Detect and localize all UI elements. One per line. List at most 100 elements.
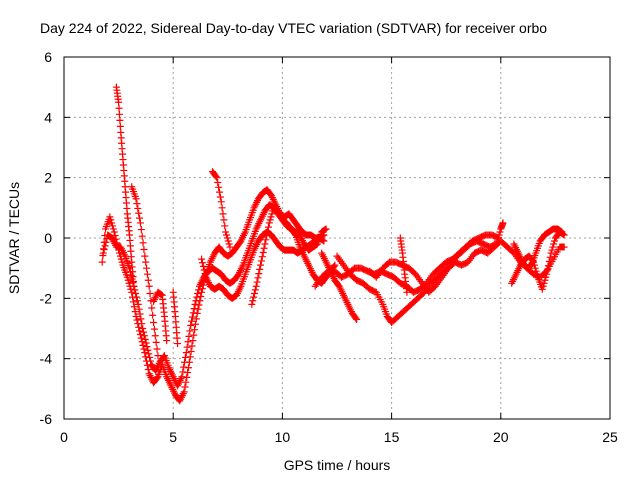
data-point	[138, 320, 146, 328]
data-point	[102, 238, 110, 246]
data-point	[151, 332, 159, 340]
data-point	[260, 244, 268, 252]
data-point	[117, 255, 125, 263]
y-axis-label: SDTVAR / TECUs	[6, 182, 22, 294]
data-point	[137, 226, 145, 234]
data-point	[186, 327, 194, 335]
series-track-d	[112, 83, 138, 290]
data-point	[268, 210, 276, 218]
y-tick-label: 2	[44, 170, 52, 186]
data-point	[150, 318, 158, 326]
data-point	[258, 253, 266, 261]
data-point	[144, 366, 152, 374]
data-point	[250, 293, 258, 301]
series-track-g	[169, 288, 182, 348]
data-point	[531, 264, 539, 272]
data-point	[181, 358, 189, 366]
data-point	[201, 270, 209, 278]
data-point	[130, 282, 138, 290]
data-point	[137, 315, 145, 323]
data-point	[130, 303, 138, 311]
data-point	[250, 290, 258, 298]
data-point	[132, 290, 140, 298]
data-point	[254, 274, 262, 282]
x-tick-label: 25	[602, 429, 618, 445]
data-point	[152, 338, 160, 346]
data-point	[115, 98, 123, 106]
data-point	[249, 297, 257, 305]
x-tick-label: 10	[275, 429, 291, 445]
data-point	[353, 315, 361, 323]
series-track-n	[396, 234, 411, 296]
data-point	[143, 264, 151, 272]
data-point	[192, 297, 200, 305]
data-point	[132, 195, 140, 203]
data-point	[499, 219, 507, 227]
data-point	[248, 300, 256, 308]
data-point	[182, 349, 190, 357]
data-point	[191, 320, 199, 328]
data-point	[138, 232, 146, 240]
data-point	[150, 325, 158, 333]
data-point	[133, 316, 141, 324]
data-point	[549, 243, 557, 251]
data-point	[545, 258, 553, 266]
data-point	[560, 243, 568, 251]
data-point	[153, 374, 161, 382]
data-point	[141, 252, 149, 260]
data-point	[157, 291, 165, 299]
data-point	[131, 308, 139, 316]
data-point	[153, 345, 161, 353]
data-markers	[98, 83, 568, 405]
data-point	[252, 282, 260, 290]
data-point	[188, 342, 196, 350]
chart-title: Day 224 of 2022, Sidereal Day-to-day VTE…	[40, 20, 547, 36]
data-point	[136, 310, 144, 318]
y-tick-label: -2	[40, 290, 53, 306]
data-point	[190, 305, 198, 313]
data-point	[195, 286, 203, 294]
data-point	[544, 266, 552, 274]
data-point	[149, 311, 157, 319]
data-point	[197, 293, 205, 301]
data-point	[133, 297, 141, 305]
data-point	[266, 216, 274, 224]
data-point	[144, 346, 152, 354]
y-tick-label: -4	[40, 351, 53, 367]
data-point	[115, 110, 123, 118]
data-point	[257, 261, 265, 269]
data-point	[140, 245, 148, 253]
data-point	[188, 317, 196, 325]
data-point	[187, 321, 195, 329]
data-point	[195, 301, 203, 309]
data-point	[533, 270, 541, 278]
data-point	[263, 232, 271, 240]
data-point	[148, 304, 156, 312]
data-point	[403, 288, 411, 296]
data-point	[194, 290, 202, 298]
data-point	[185, 332, 193, 340]
data-point	[132, 312, 140, 320]
data-point	[129, 298, 137, 306]
x-tick-label: 0	[60, 429, 68, 445]
data-point	[222, 228, 230, 236]
data-point	[190, 331, 198, 339]
data-point	[551, 237, 559, 245]
data-point	[146, 357, 154, 365]
data-point	[291, 230, 299, 238]
data-point	[221, 222, 229, 230]
data-point	[222, 231, 230, 239]
data-point	[217, 198, 225, 206]
series-track-p	[510, 225, 566, 272]
data-point	[322, 225, 330, 233]
data-point	[143, 343, 151, 351]
data-point	[101, 242, 109, 250]
data-point	[179, 368, 187, 376]
data-point	[110, 228, 118, 236]
data-point	[191, 300, 199, 308]
data-point	[542, 273, 550, 281]
y-tick-label: 0	[44, 230, 52, 246]
data-point	[116, 116, 124, 124]
y-tick-label: 4	[44, 109, 52, 125]
data-point	[264, 223, 272, 231]
